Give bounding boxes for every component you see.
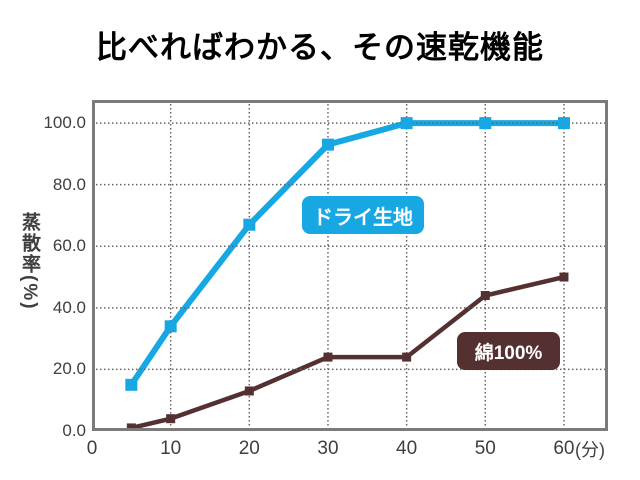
data-point-marker-series-0	[321, 138, 334, 151]
y-tick-label: 20.0	[52, 359, 86, 379]
y-tick-label: 60.0	[52, 236, 86, 256]
x-axis-unit-label: (分)	[575, 440, 605, 460]
data-point-marker-series-0	[125, 378, 138, 391]
data-point-marker-series-1	[480, 291, 490, 301]
data-point-marker-series-1	[166, 414, 176, 424]
page-title: 比べればわかる、その速乾機能	[96, 30, 544, 65]
data-point-marker-series-0	[479, 117, 492, 130]
x-tick-label: 60	[553, 438, 575, 459]
data-point-marker-series-1	[244, 386, 254, 396]
y-tick-label: 100.0	[43, 113, 86, 133]
y-tick-label: 0.0	[62, 421, 86, 440]
line-chart-plot-area	[92, 100, 608, 431]
series-label-dry-fabric: ドライ生地	[302, 196, 424, 234]
x-tick-label: 0	[86, 438, 98, 459]
data-point-marker-series-0	[243, 218, 256, 231]
plot-border	[92, 100, 608, 431]
data-point-marker-series-0	[557, 117, 570, 130]
x-tick-label: 30	[317, 438, 339, 459]
data-point-marker-series-1	[402, 352, 412, 362]
data-point-marker-series-1	[126, 423, 136, 431]
y-tick-label: 80.0	[52, 174, 86, 194]
x-tick-label: 50	[474, 438, 496, 459]
x-tick-label: 10	[160, 438, 182, 459]
y-tick-label: 40.0	[52, 297, 86, 317]
data-point-marker-series-1	[323, 352, 333, 362]
y-axis-title: 蒸散率(%)	[19, 212, 40, 311]
data-point-marker-series-1	[559, 272, 569, 282]
data-point-marker-series-0	[164, 320, 177, 333]
series-label-cotton-100: 綿100%	[457, 332, 560, 370]
x-tick-label: 20	[238, 438, 260, 459]
data-point-marker-series-0	[400, 117, 413, 130]
x-tick-label: 40	[396, 438, 418, 459]
